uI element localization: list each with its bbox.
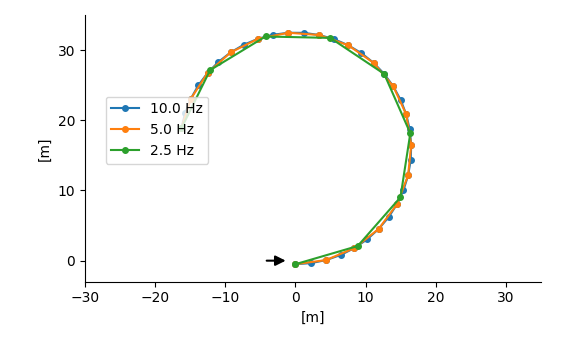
10.0 Hz — [375, 227, 382, 231]
5.0 Hz — [390, 84, 397, 88]
10.0 Hz — [370, 61, 377, 65]
5.0 Hz — [351, 246, 358, 250]
10.0 Hz — [408, 143, 415, 147]
10.0 Hz — [204, 71, 211, 75]
10.0 Hz — [407, 158, 414, 162]
10.0 Hz — [240, 42, 247, 47]
2.5 Hz — [397, 195, 404, 199]
2.5 Hz — [327, 36, 333, 40]
10.0 Hz — [255, 37, 262, 41]
5.0 Hz — [292, 262, 299, 266]
X-axis label: [m]: [m] — [301, 311, 325, 325]
10.0 Hz — [397, 98, 404, 102]
10.0 Hz — [270, 33, 277, 37]
5.0 Hz — [322, 258, 329, 262]
2.5 Hz — [262, 34, 269, 38]
10.0 Hz — [406, 128, 413, 132]
Y-axis label: [m]: [m] — [38, 136, 52, 160]
10.0 Hz — [358, 51, 365, 55]
2.5 Hz — [178, 126, 185, 130]
2.5 Hz — [292, 262, 299, 266]
10.0 Hz — [187, 97, 194, 101]
10.0 Hz — [337, 253, 344, 257]
10.0 Hz — [322, 258, 329, 262]
10.0 Hz — [385, 215, 392, 219]
10.0 Hz — [307, 261, 314, 265]
2.5 Hz — [380, 72, 387, 76]
10.0 Hz — [390, 84, 397, 88]
Legend: 10.0 Hz, 5.0 Hz, 2.5 Hz: 10.0 Hz, 5.0 Hz, 2.5 Hz — [106, 97, 208, 164]
10.0 Hz — [380, 72, 387, 76]
Line: 2.5 Hz: 2.5 Hz — [179, 34, 413, 267]
10.0 Hz — [178, 126, 185, 130]
5.0 Hz — [316, 33, 322, 37]
5.0 Hz — [370, 61, 377, 65]
5.0 Hz — [393, 202, 400, 206]
10.0 Hz — [285, 31, 292, 35]
10.0 Hz — [182, 111, 188, 115]
5.0 Hz — [178, 126, 185, 130]
2.5 Hz — [206, 68, 213, 72]
5.0 Hz — [227, 50, 234, 54]
Line: 10.0 Hz: 10.0 Hz — [179, 30, 414, 267]
5.0 Hz — [375, 227, 382, 231]
5.0 Hz — [345, 43, 351, 47]
10.0 Hz — [351, 246, 358, 250]
5.0 Hz — [285, 31, 292, 35]
10.0 Hz — [331, 37, 338, 41]
10.0 Hz — [345, 43, 351, 47]
10.0 Hz — [215, 60, 222, 64]
10.0 Hz — [316, 33, 322, 37]
10.0 Hz — [405, 173, 412, 177]
10.0 Hz — [364, 237, 371, 241]
10.0 Hz — [227, 50, 234, 54]
Line: 5.0 Hz: 5.0 Hz — [179, 30, 414, 267]
5.0 Hz — [405, 173, 412, 177]
5.0 Hz — [187, 97, 194, 101]
5.0 Hz — [204, 71, 211, 75]
10.0 Hz — [300, 31, 307, 35]
10.0 Hz — [393, 202, 400, 206]
2.5 Hz — [407, 131, 414, 135]
10.0 Hz — [400, 188, 407, 192]
10.0 Hz — [195, 83, 202, 87]
2.5 Hz — [354, 244, 361, 248]
5.0 Hz — [403, 112, 409, 116]
5.0 Hz — [408, 143, 415, 147]
10.0 Hz — [403, 112, 409, 116]
5.0 Hz — [255, 37, 262, 41]
10.0 Hz — [292, 262, 299, 266]
